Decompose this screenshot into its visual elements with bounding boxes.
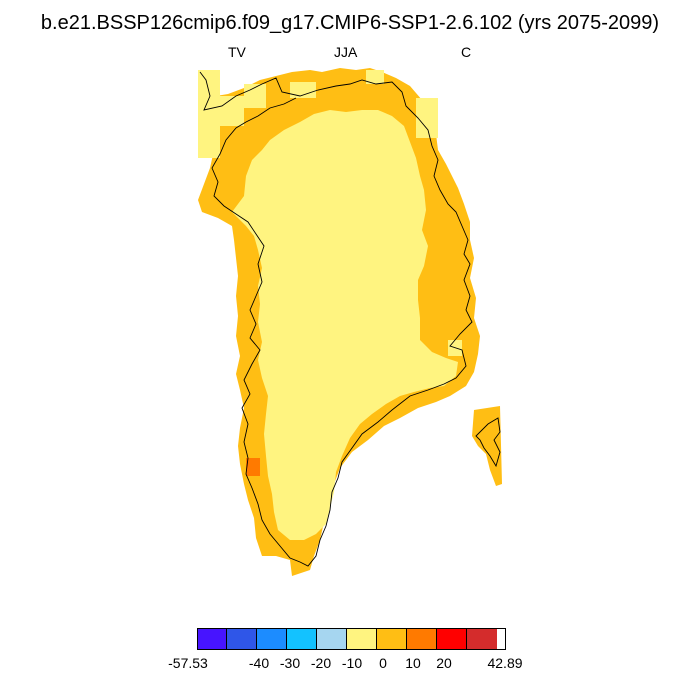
colorbar-box: [407, 628, 437, 650]
colorbar-tick-label: -30: [279, 655, 301, 671]
colorbar-tick-label: 0: [379, 655, 387, 671]
figure-title: b.e21.BSSP126cmip6.f09_g17.CMIP6-SSP1-2.…: [40, 12, 660, 34]
colorbar-box: [317, 628, 347, 650]
variable-label: TV: [228, 44, 246, 60]
colorbar-box: [257, 628, 287, 650]
units-label: C: [461, 44, 472, 60]
colorbar-tick-label: -20: [310, 655, 332, 671]
map-interior: [232, 110, 458, 540]
colorbar-box: [347, 628, 377, 650]
colorbar-tick-label: -57.53: [168, 655, 208, 671]
colorbar-box: [437, 628, 467, 650]
map-patch: [198, 70, 220, 158]
map-patch: [220, 96, 244, 126]
colorbar-box: [227, 628, 257, 650]
colorbar-box: [197, 628, 227, 650]
map-island: [472, 406, 502, 486]
season-label: JJA: [334, 44, 358, 60]
colorbar-box: [287, 628, 317, 650]
colorbar-box: [467, 628, 497, 650]
colorbar: [197, 628, 497, 650]
coastline: [199, 71, 473, 567]
colorbar-tick-label: -40: [248, 655, 270, 671]
colorbar-tick-label: 10: [405, 655, 421, 671]
map-patch: [290, 82, 316, 98]
colorbar-box: [377, 628, 407, 650]
island-coastline: [475, 417, 501, 468]
colorbar-tick-label: 20: [436, 655, 452, 671]
map-patch: [366, 70, 384, 84]
colorbar-tick-label: -10: [341, 655, 363, 671]
map-hotspot: [246, 458, 260, 476]
map-patch: [416, 98, 438, 138]
colorbar-tick-label: 42.89: [487, 655, 523, 671]
